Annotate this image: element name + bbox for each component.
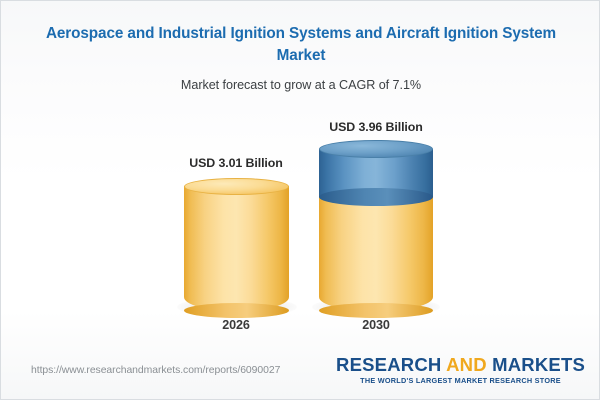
logo-word-and: AND (446, 354, 487, 375)
logo-wordmark: RESEARCH AND MARKETS (336, 355, 585, 374)
bar-segment-2030-growth (319, 140, 433, 206)
data-label-2030: USD 3.96 Billion (329, 120, 423, 134)
chart-footer: https://www.researchandmarkets.com/repor… (1, 347, 600, 399)
report-url[interactable]: https://www.researchandmarkets.com/repor… (31, 365, 281, 376)
bar-cap-top-2030 (319, 140, 433, 158)
research-and-markets-logo[interactable]: RESEARCH AND MARKETS THE WORLD'S LARGEST… (336, 355, 585, 386)
data-label-2026: USD 3.01 Billion (189, 156, 283, 170)
bar-body-2026 (184, 186, 289, 311)
category-label-2030: 2030 (362, 318, 390, 332)
chart-header: Aerospace and Industrial Ignition System… (1, 1, 600, 92)
chart-subtitle: Market forecast to grow at a CAGR of 7.1… (180, 78, 422, 93)
bar-cap-bottom-2026 (184, 303, 289, 318)
bar-segment-2030-base (319, 197, 433, 318)
bar-cap-bottom-2030 (319, 303, 433, 318)
logo-word-research: RESEARCH (336, 354, 447, 375)
bar-segment-2026-base (184, 178, 289, 318)
bar-body-2030-base (319, 197, 433, 311)
bar-cap-top-2026 (184, 178, 289, 195)
bar-cap-bottom-2030-growth (319, 188, 433, 206)
page-title: Aerospace and Industrial Ignition System… (45, 25, 557, 64)
category-label-2026: 2026 (222, 318, 250, 332)
logo-tagline: THE WORLD'S LARGEST MARKET RESEARCH STOR… (360, 376, 561, 386)
logo-word-markets: MARKETS (486, 354, 585, 375)
